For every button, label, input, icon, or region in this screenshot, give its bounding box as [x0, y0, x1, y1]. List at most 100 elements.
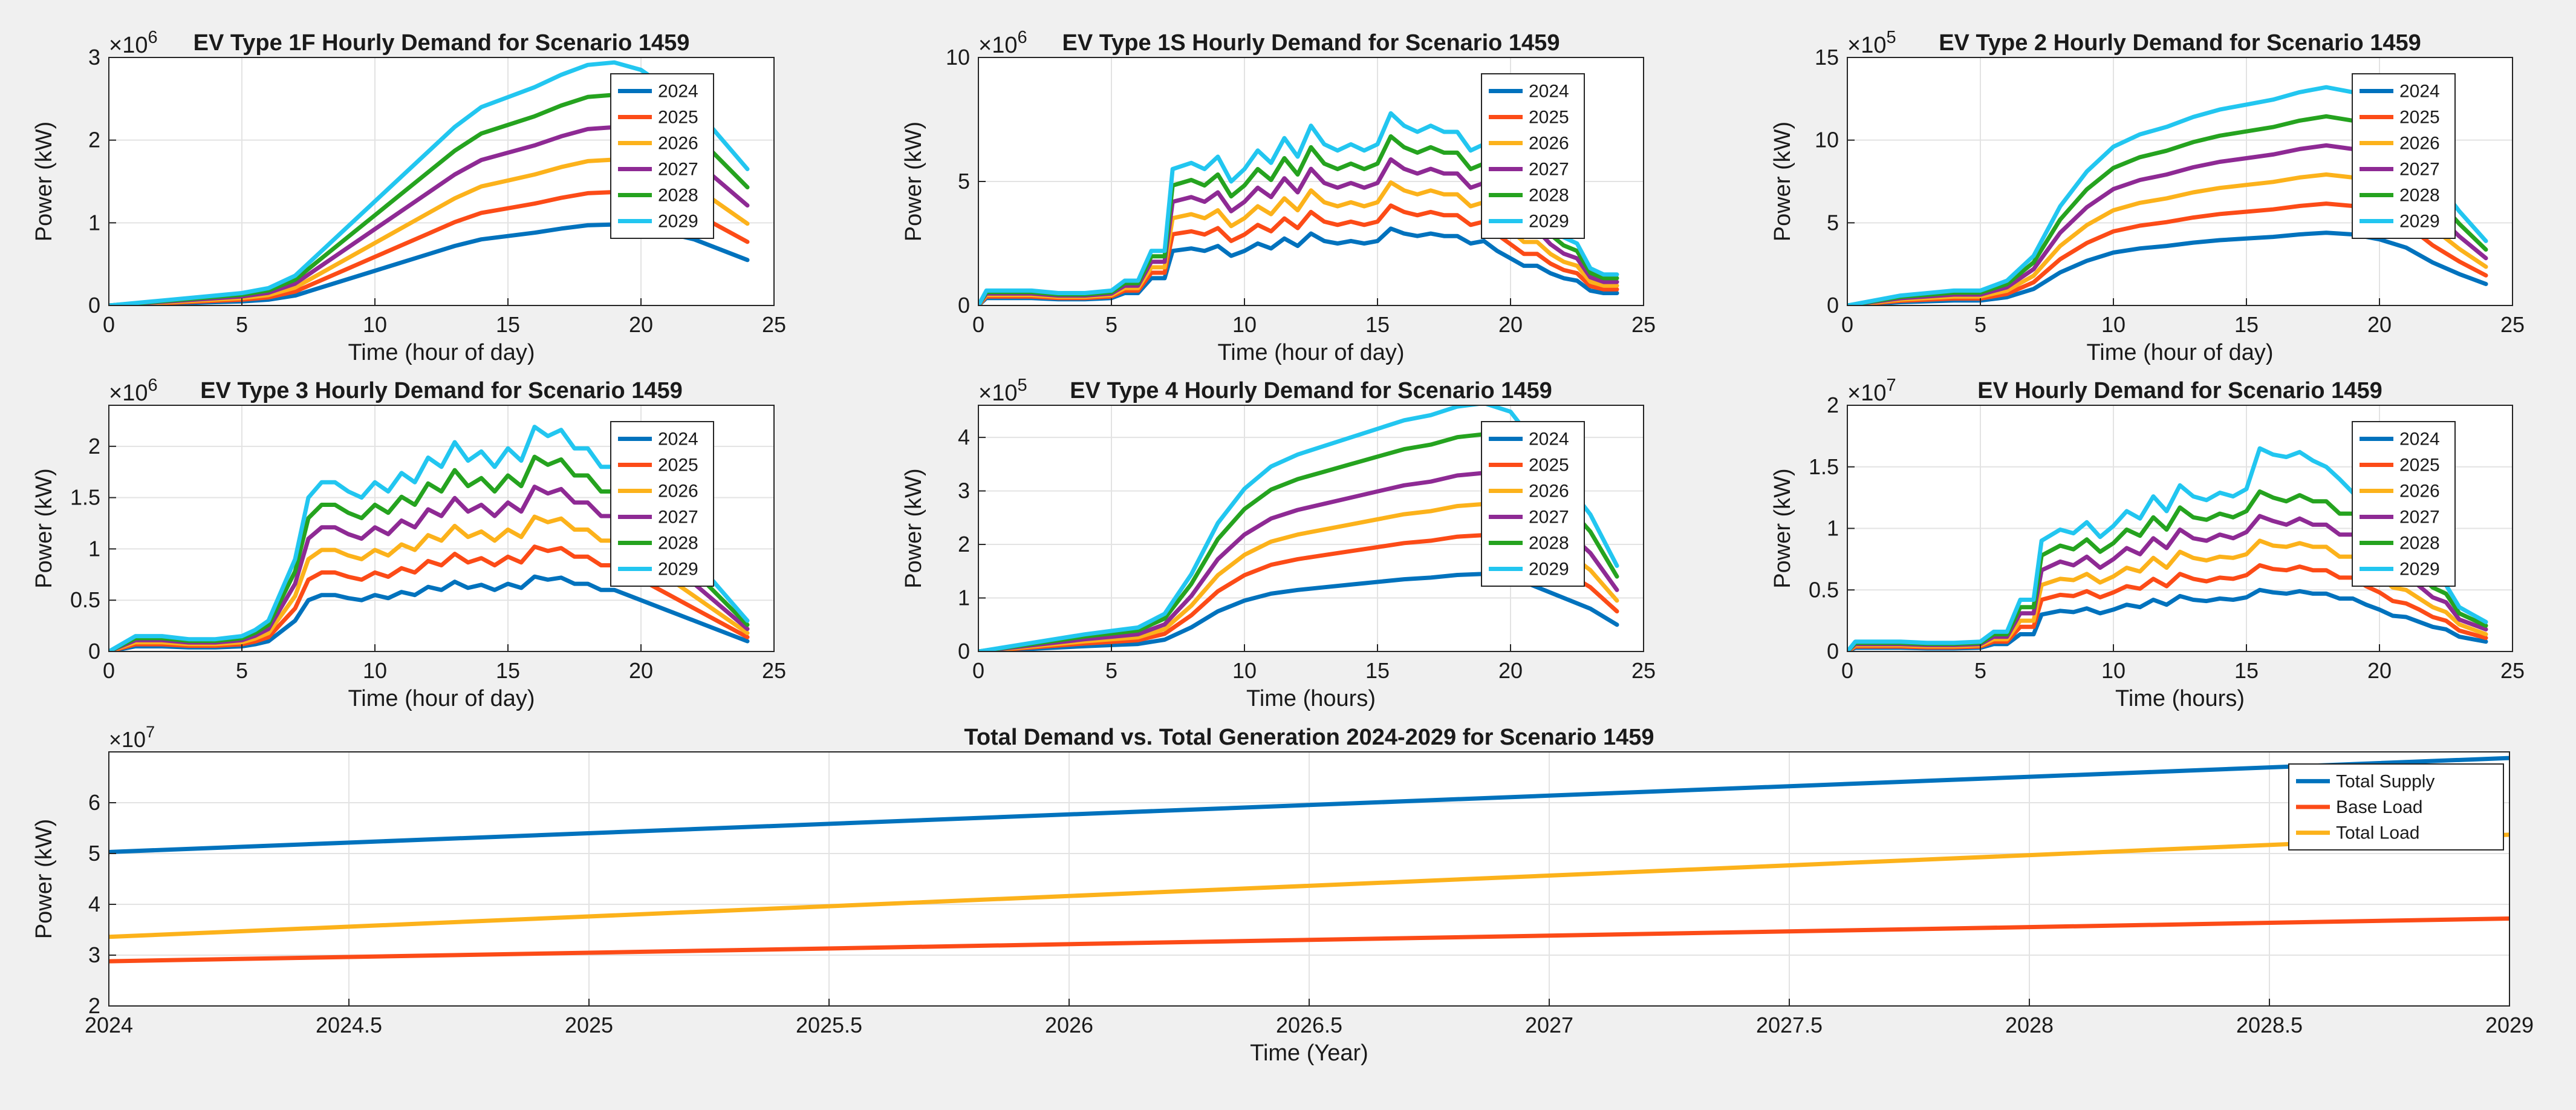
y-tick-label: 2 — [958, 532, 970, 557]
x-tick-label: 2026.5 — [1276, 1013, 1342, 1037]
x-axis-label: Time (Year) — [1250, 1040, 1368, 1066]
series-line-2024 — [978, 226, 1619, 305]
series-line-2025 — [109, 544, 750, 651]
x-tick-label: 25 — [2500, 312, 2525, 337]
legend-label: 2025 — [658, 455, 698, 475]
series-line-2026 — [109, 514, 750, 651]
legend-label: 2027 — [658, 508, 698, 527]
x-tick-label: 25 — [762, 658, 786, 683]
legend-label: 2024 — [1529, 429, 1569, 449]
y-exponent-label: ×105 — [978, 376, 1027, 406]
x-tick-label: 5 — [1105, 658, 1117, 683]
y-tick-label: 1 — [1827, 516, 1839, 541]
y-axis-label: Power (kW) — [31, 819, 57, 939]
legend-label: 2027 — [658, 160, 698, 180]
y-tick-label: 5 — [958, 169, 970, 194]
y-tick-label: 2 — [88, 993, 100, 1018]
x-tick-label: 20 — [1498, 658, 1523, 683]
legend-label: 2024 — [2399, 429, 2440, 449]
axes-box — [1847, 57, 2513, 306]
y-tick-label: 0.5 — [70, 587, 100, 612]
x-tick-label: 15 — [1365, 312, 1390, 337]
series-line-2025 — [1847, 563, 2488, 651]
legend: 2024 2025 2026 2027 2028 2029 — [610, 421, 714, 587]
legend-label: 2027 — [1529, 508, 1569, 527]
y-tick-label: 2 — [88, 434, 100, 459]
chart-title: EV Type 1F Hourly Demand for Scenario 14… — [194, 30, 690, 56]
y-axis-label: Power (kW) — [901, 468, 926, 588]
legend-label: 2029 — [2399, 212, 2440, 232]
x-tick-label: 10 — [2101, 312, 2126, 337]
x-tick-label: 0 — [103, 312, 115, 337]
y-tick-label: 0 — [88, 639, 100, 664]
x-tick-label: 2028.5 — [2236, 1013, 2303, 1037]
legend-label: 2026 — [1529, 482, 1569, 501]
series-line-total-load — [109, 832, 2509, 939]
y-tick-label: 1 — [958, 586, 970, 610]
legend-label: 2026 — [2399, 482, 2440, 501]
y-tick-label: 0 — [88, 293, 100, 318]
chart-panel-7: 2024 2024.5 2025 2025.5 2026 2026.5 2027 2027.5… — [31, 723, 2534, 1066]
x-tick-label: 15 — [2234, 658, 2259, 683]
series-line-total-supply — [109, 756, 2509, 854]
legend-label: 2024 — [658, 82, 698, 102]
legend-label: 2025 — [1529, 455, 1569, 475]
y-tick-label: 1 — [88, 536, 100, 561]
x-tick-label: 0 — [1841, 658, 1853, 683]
x-tick-label: 25 — [2500, 658, 2525, 683]
x-tick-label: 15 — [496, 658, 520, 683]
x-tick-label: 15 — [1365, 658, 1390, 683]
x-tick-label: 5 — [236, 658, 248, 683]
x-tick-label: 20 — [1498, 312, 1523, 337]
x-axis-label: Time (hours) — [1246, 686, 1376, 711]
y-tick-label: 1.5 — [1809, 454, 1839, 479]
x-tick-label: 20 — [629, 312, 653, 337]
legend-label: 2029 — [658, 212, 698, 232]
x-tick-label: 20 — [629, 658, 653, 683]
legend-label: 2024 — [1529, 82, 1569, 102]
x-tick-label: 5 — [1974, 312, 1986, 337]
x-tick-label: 5 — [1105, 312, 1117, 337]
x-tick-label: 2025.5 — [796, 1013, 862, 1037]
series-line-2025 — [978, 203, 1619, 305]
y-tick-label: 10 — [946, 45, 970, 70]
legend-label: 2028 — [2399, 186, 2440, 206]
x-axis-label: Time (hour of day) — [2086, 340, 2273, 365]
legend-label: 2026 — [658, 134, 698, 154]
legend: 2024 2025 2026 2027 2028 2029 — [1481, 421, 1585, 587]
legend-label: 2027 — [2399, 160, 2440, 180]
axes-box — [108, 405, 775, 652]
series-line-2024 — [1847, 587, 2488, 651]
legend-label: 2028 — [658, 534, 698, 553]
y-tick-label: 3 — [88, 45, 100, 70]
y-tick-label: 5 — [1827, 210, 1839, 235]
legend-label: Base Load — [2336, 797, 2422, 817]
y-tick-label: 3 — [88, 942, 100, 967]
y-axis-label: Power (kW) — [901, 122, 926, 241]
x-tick-label: 15 — [2234, 312, 2259, 337]
x-tick-label: 25 — [762, 312, 786, 337]
x-axis-label: Time (hour of day) — [348, 340, 535, 365]
legend: 2024 2025 2026 2027 2028 2029 — [610, 73, 714, 239]
series-line-2028 — [109, 454, 750, 651]
series-line-2027 — [109, 485, 750, 651]
y-axis-label: Power (kW) — [31, 122, 57, 241]
legend-label: 2024 — [2399, 82, 2440, 102]
legend: 2024 2025 2026 2027 2028 2029 — [1481, 73, 1585, 239]
x-tick-label: 0 — [1841, 312, 1853, 337]
x-axis-label: Time (hour of day) — [348, 686, 535, 711]
y-tick-label: 1 — [88, 210, 100, 235]
legend: Total Supply Base Load Total Load — [2288, 763, 2504, 850]
x-tick-label: 10 — [1232, 658, 1257, 683]
series-line-base-load — [109, 916, 2509, 964]
y-axis-label: Power (kW) — [31, 468, 57, 588]
series-line-2024 — [109, 574, 750, 651]
legend-box — [1481, 73, 1585, 239]
y-exponent-label: ×106 — [978, 28, 1027, 58]
x-axis-label: Time (hours) — [2115, 686, 2245, 711]
x-tick-label: 2025 — [565, 1013, 613, 1037]
y-tick-label: 4 — [88, 892, 100, 916]
